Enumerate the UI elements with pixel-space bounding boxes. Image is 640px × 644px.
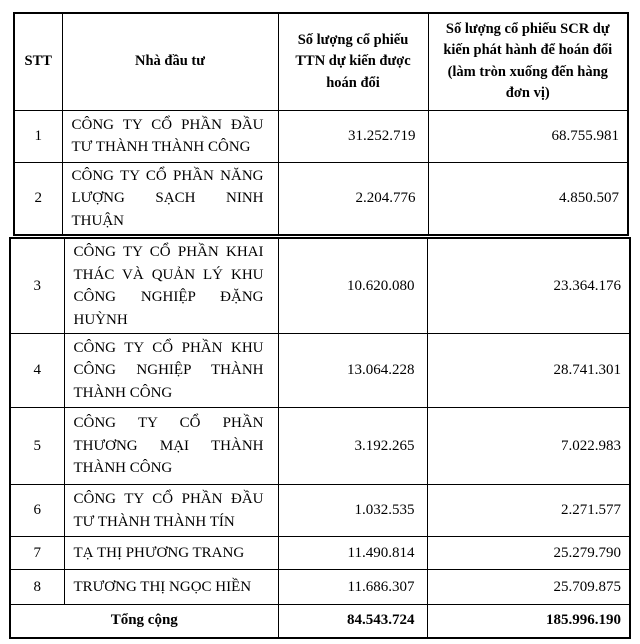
stt-cell: 6 [9,484,65,537]
stt-cell: 3 [9,237,65,334]
table-row: 2 CÔNG TY CỔ PHẦN NĂNG LƯỢNG SẠCH NINH T… [13,161,629,236]
header-cell-ttn-shares: Số lượng cổ phiếu TTN dự kiến được hoán … [277,12,429,111]
investor-name-cell: CÔNG TY CỔ PHẦN ĐẦU TƯ THÀNH THÀNH CÔNG [61,109,279,163]
stt-cell: 2 [13,161,63,236]
table-row: 4 CÔNG TY CỔ PHẦN KHU CÔNG NGHIỆP THÀNH … [9,333,631,408]
total-row: Tổng cộng 84.543.724 185.996.190 [9,604,631,638]
scr-value-cell: 25.279.790 [426,536,631,570]
total-ttn-value-cell: 84.543.724 [277,604,428,638]
scr-value-cell: 68.755.981 [427,109,629,163]
scr-value-cell: 2.271.577 [426,484,631,537]
scr-value-cell: 23.364.176 [426,237,631,334]
investor-name-cell: CÔNG TY CỔ PHẦN NĂNG LƯỢNG SẠCH NINH THU… [61,161,279,236]
ttn-value-cell: 11.686.307 [277,569,428,605]
investor-name-cell: CÔNG TY CỔ PHẦN KHU CÔNG NGHIỆP THÀNH TH… [63,333,279,408]
table-row: 8 TRƯƠNG THỊ NGỌC HIỀN 11.686.307 25.709… [9,569,631,605]
total-scr-value-cell: 185.996.190 [426,604,631,638]
header-cell-scr-shares: Số lượng cổ phiếu SCR dự kiến phát hành … [427,12,629,111]
scr-value-cell: 25.709.875 [426,569,631,605]
ttn-value-cell: 10.620.080 [277,237,428,334]
scr-value-cell: 4.850.507 [427,161,629,236]
table-row: 7 TẠ THỊ PHƯƠNG TRANG 11.490.814 25.279.… [9,536,631,570]
stt-cell: 8 [9,569,65,605]
investor-name-cell: CÔNG TY CỔ PHẦN KHAI THÁC VÀ QUẢN LÝ KHU… [63,237,279,334]
header-cell-investor: Nhà đầu tư [61,12,279,111]
stt-cell: 7 [9,536,65,570]
conversion-table-part-2: 3 CÔNG TY CỔ PHẦN KHAI THÁC VÀ QUẢN LÝ K… [9,237,631,639]
table-row: 1 CÔNG TY CỔ PHẦN ĐẦU TƯ THÀNH THÀNH CÔN… [13,109,629,163]
conversion-table-part-1: STT Nhà đầu tư Số lượng cổ phiếu TTN dự … [13,12,629,236]
ttn-value-cell: 1.032.535 [277,484,428,537]
stt-cell: 4 [9,333,65,408]
header-cell-stt: STT [13,12,63,111]
ttn-value-cell: 3.192.265 [277,407,428,485]
ttn-value-cell: 2.204.776 [277,161,429,236]
header-row: STT Nhà đầu tư Số lượng cổ phiếu TTN dự … [13,12,629,111]
ttn-value-cell: 11.490.814 [277,536,428,570]
investor-name-cell: CÔNG TY CỔ PHẦN ĐẦU TƯ THÀNH THÀNH TÍN [63,484,279,537]
ttn-value-cell: 31.252.719 [277,109,429,163]
table-row: 6 CÔNG TY CỔ PHẦN ĐẦU TƯ THÀNH THÀNH TÍN… [9,484,631,537]
total-label-cell: Tổng cộng [9,604,279,638]
investor-name-cell: CÔNG TY CỔ PHẦN THƯƠNG MẠI THÀNH THÀNH C… [63,407,279,485]
table-row: 3 CÔNG TY CỔ PHẦN KHAI THÁC VÀ QUẢN LÝ K… [9,237,631,334]
scr-value-cell: 28.741.301 [426,333,631,408]
scr-value-cell: 7.022.983 [426,407,631,485]
ttn-value-cell: 13.064.228 [277,333,428,408]
investor-name-cell: TRƯƠNG THỊ NGỌC HIỀN [63,569,279,605]
table-row: 5 CÔNG TY CỔ PHẦN THƯƠNG MẠI THÀNH THÀNH… [9,407,631,485]
stt-cell: 5 [9,407,65,485]
stt-cell: 1 [13,109,63,163]
investor-name-cell: TẠ THỊ PHƯƠNG TRANG [63,536,279,570]
